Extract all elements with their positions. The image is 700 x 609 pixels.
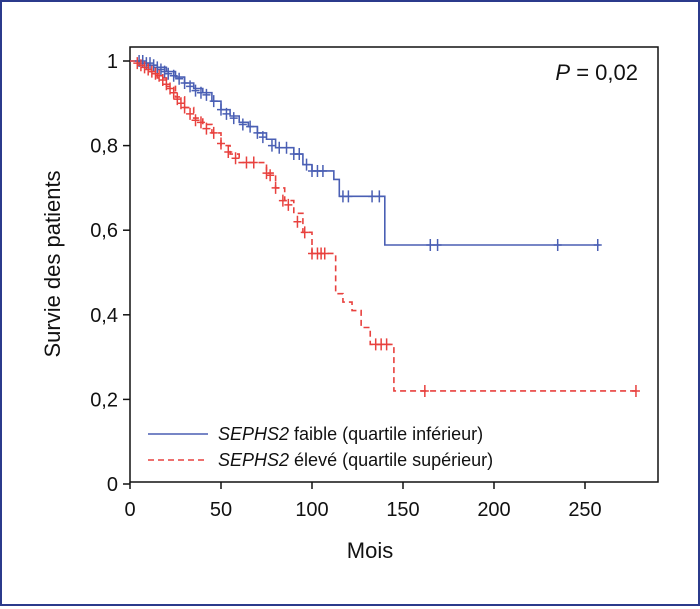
legend: SEPHS2 faible (quartile inférieur) SEPHS… [148,424,493,470]
censor-mark-0 [258,131,267,144]
censor-mark-1 [144,63,153,76]
censor-mark-0 [146,57,155,70]
censor-mark-1 [196,116,205,129]
censor-layer [133,55,640,397]
censor-mark-0 [164,67,173,80]
censor-mark-1 [151,67,160,80]
censor-mark-0 [344,190,353,203]
censor-mark-0 [295,148,304,161]
x-tick-label: 50 [210,499,232,521]
p-value-annotation: P = 0,02 [555,60,638,85]
censor-mark-0 [553,239,562,252]
censor-mark-0 [229,112,238,125]
censor-mark-0 [156,63,165,76]
censor-mark-0 [426,239,435,252]
censor-mark-1 [266,169,275,182]
censor-mark-0 [191,84,200,97]
censor-mark-0 [593,239,602,252]
legend-desc-faible: faible (quartile inférieur) [289,424,483,444]
censor-mark-0 [222,107,231,120]
series-line-1 [130,60,640,392]
censor-mark-1 [186,107,195,120]
censor-mark-0 [282,141,291,154]
censor-mark-0 [196,86,205,99]
x-axis-title: Mois [347,538,393,563]
censor-mark-1 [180,101,189,114]
censor-mark-0 [302,158,311,171]
y-ticks: 0 0,2 0,4 0,6 0,8 1 [90,51,130,496]
censor-mark-0 [375,190,384,203]
censor-mark-1 [271,181,280,194]
x-tick-label: 200 [477,499,510,521]
legend-label-eleve: SEPHS2 élevé (quartile supérieur) [218,450,493,470]
x-tick-label: 150 [386,499,419,521]
censor-mark-1 [136,59,145,72]
censor-mark-1 [224,145,233,158]
censor-mark-0 [433,239,442,252]
censor-mark-0 [202,88,211,101]
censor-mark-1 [320,247,329,260]
censor-mark-1 [169,86,178,99]
censor-mark-0 [153,61,162,74]
censor-mark-0 [149,59,158,72]
legend-label-faible: SEPHS2 faible (quartile inférieur) [218,424,483,444]
censor-mark-1 [300,226,309,239]
censor-mark-0 [217,103,225,116]
censor-mark-1 [284,198,293,211]
censor-mark-1 [278,194,287,207]
censor-mark-1 [242,156,251,169]
plot-area [129,46,659,483]
censor-mark-1 [262,167,271,180]
p-value-text: = 0,02 [570,60,638,85]
y-tick-label: 1 [107,51,118,73]
censor-mark-0 [238,118,247,131]
censor-mark-0 [180,76,189,89]
censor-mark-1 [133,57,142,70]
censor-mark-0 [209,95,218,108]
legend-desc-eleve: élevé (quartile supérieur) [289,450,493,470]
censor-mark-0 [186,80,195,93]
censor-mark-0 [169,69,178,82]
x-ticks: 0 50 100 150 200 250 [124,482,602,521]
censor-mark-0 [368,190,377,203]
censor-mark-1 [202,122,211,135]
censor-mark-0 [246,120,255,133]
censor-mark-0 [275,141,284,154]
x-tick-label: 100 [295,499,328,521]
y-axis-title: Survie des patients [40,170,65,357]
censor-mark-1 [147,65,156,78]
x-tick-label: 250 [568,499,601,521]
censor-mark-1 [217,137,225,150]
censor-mark-1 [191,114,200,127]
x-tick-label: 0 [124,499,135,521]
censor-mark-1 [209,126,218,139]
censor-mark-1 [231,152,240,165]
y-tick-label: 0,8 [90,136,118,158]
censor-mark-1 [249,156,258,169]
censor-mark-1 [382,338,391,351]
p-value-symbol: P [555,60,570,85]
censor-mark-0 [160,65,169,78]
y-tick-label: 0,4 [90,305,118,327]
y-tick-label: 0,2 [90,389,118,411]
y-tick-label: 0,6 [90,220,118,242]
censor-mark-1 [420,384,429,397]
censor-mark-1 [140,61,149,74]
censor-mark-0 [253,126,262,139]
legend-gene-eleve: SEPHS2 [218,450,289,470]
censor-mark-0 [175,72,184,85]
censor-mark-0 [318,164,327,177]
censor-mark-0 [267,139,276,152]
legend-gene-faible: SEPHS2 [218,424,289,444]
y-tick-label: 0 [107,474,118,496]
censor-mark-1 [631,384,640,397]
censor-mark-1 [293,215,302,228]
